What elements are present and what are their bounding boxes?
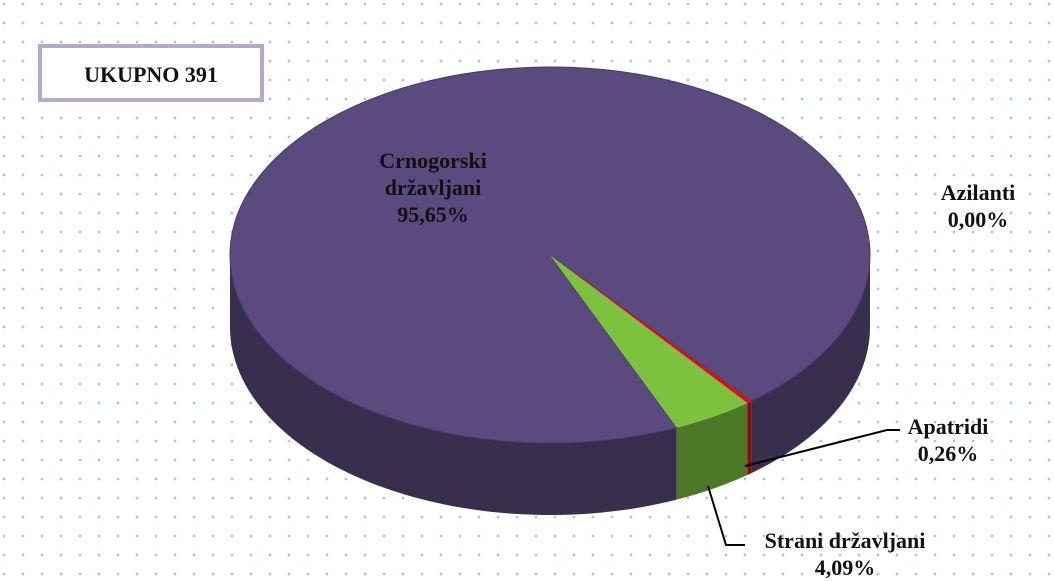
slice-side — [230, 255, 677, 516]
value-label: 0,00% — [948, 207, 1009, 232]
slice-side — [747, 401, 752, 476]
leader-line — [707, 485, 745, 546]
category-label: Crnogorski državljani — [379, 148, 487, 200]
slice — [550, 255, 752, 402]
total-label: UKUPNO 391 — [84, 62, 218, 87]
leader-line — [744, 429, 900, 467]
slice — [550, 255, 748, 428]
value-label: 95,65% — [397, 202, 469, 227]
category-label: Strani državljani — [765, 528, 926, 553]
category-label: Azilanti — [941, 180, 1016, 205]
category-label: Apatridi — [908, 414, 989, 439]
slice-side — [676, 403, 748, 500]
slice — [550, 255, 752, 404]
total-box — [38, 44, 264, 102]
value-label: 0,26% — [918, 441, 979, 466]
pie — [229, 66, 871, 516]
value-label: 4,09% — [815, 555, 876, 580]
slice — [229, 66, 871, 444]
